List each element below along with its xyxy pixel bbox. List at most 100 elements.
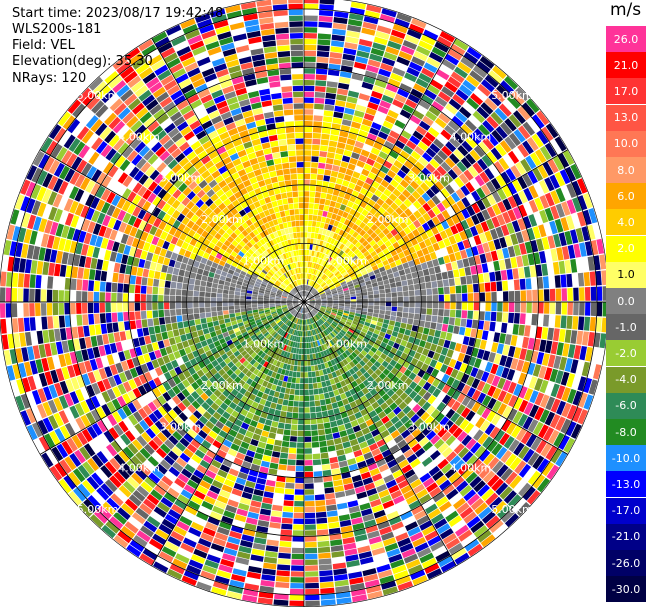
velocity-cell — [556, 247, 564, 261]
velocity-cell — [377, 411, 387, 420]
velocity-cell — [371, 428, 380, 437]
velocity-cell — [325, 398, 332, 405]
velocity-cell — [394, 276, 401, 283]
velocity-cell — [267, 335, 273, 341]
velocity-cell — [407, 423, 418, 434]
velocity-cell — [170, 309, 176, 316]
velocity-cell — [233, 271, 240, 277]
velocity-cell — [527, 337, 535, 350]
velocity-cell — [295, 477, 304, 484]
velocity-cell — [454, 66, 468, 79]
velocity-cell — [345, 341, 352, 347]
velocity-cell — [546, 464, 560, 480]
velocity-cell — [312, 138, 321, 145]
velocity-cell — [308, 305, 314, 309]
velocity-cell — [296, 324, 300, 331]
velocity-cell — [382, 211, 391, 219]
velocity-cell — [332, 117, 343, 125]
velocity-cell — [537, 164, 549, 179]
velocity-cell — [495, 482, 509, 496]
velocity-cell — [159, 248, 167, 257]
velocity-cell — [402, 334, 410, 342]
velocity-cell — [122, 446, 135, 459]
velocity-cell — [405, 341, 413, 349]
velocity-cell — [23, 288, 29, 302]
velocity-cell — [366, 4, 382, 13]
velocity-cell — [96, 259, 104, 270]
velocity-cell — [305, 313, 307, 319]
velocity-cell — [320, 273, 325, 279]
velocity-cell — [176, 315, 183, 323]
velocity-cell — [249, 560, 263, 568]
velocity-cell — [217, 526, 230, 536]
velocity-cell — [120, 233, 129, 245]
velocity-cell — [218, 319, 225, 325]
velocity-cell — [504, 258, 512, 270]
velocity-cell — [380, 62, 394, 72]
velocity-cell — [165, 471, 177, 482]
velocity-cell — [226, 339, 233, 346]
velocity-cell — [324, 362, 329, 369]
velocity-cell — [259, 466, 269, 474]
velocity-cell — [139, 464, 152, 476]
velocity-cell — [224, 479, 235, 488]
velocity-cell — [358, 320, 365, 325]
velocity-cell — [519, 348, 527, 361]
velocity-cell — [338, 229, 345, 236]
velocity-cell — [360, 331, 367, 337]
velocity-cell — [402, 516, 416, 526]
velocity-cell — [177, 382, 186, 392]
velocity-cell — [335, 147, 345, 155]
velocity-cell — [513, 313, 520, 324]
velocity-cell — [365, 107, 377, 116]
velocity-cell — [387, 40, 402, 50]
velocity-cell — [226, 385, 234, 393]
velocity-cell — [258, 306, 264, 310]
velocity-cell — [391, 521, 404, 531]
velocity-cell — [154, 246, 162, 255]
velocity-cell — [315, 406, 322, 413]
velocity-cell — [215, 269, 222, 275]
velocity-cell — [510, 257, 518, 269]
velocity-cell — [223, 510, 236, 519]
velocity-cell — [300, 331, 303, 337]
velocity-cell — [285, 345, 290, 352]
velocity-cell — [305, 588, 320, 595]
velocity-cell — [325, 217, 331, 224]
velocity-cell — [70, 303, 76, 315]
velocity-cell — [349, 261, 356, 268]
velocity-cell — [330, 545, 344, 552]
velocity-cell — [213, 389, 222, 398]
velocity-cell — [363, 325, 370, 331]
velocity-cell — [101, 524, 116, 539]
velocity-cell — [342, 537, 355, 545]
velocity-cell — [68, 491, 82, 506]
velocity-cell — [473, 145, 486, 158]
velocity-cell — [595, 317, 602, 332]
velocity-cell — [470, 520, 485, 534]
velocity-cell — [348, 182, 356, 190]
velocity-cell — [241, 311, 247, 316]
velocity-cell — [231, 336, 238, 343]
velocity-cell — [364, 432, 373, 441]
velocity-cell — [113, 262, 121, 273]
velocity-cell — [308, 209, 314, 215]
velocity-cell — [481, 383, 491, 395]
velocity-cell — [408, 336, 415, 344]
velocity-cell — [265, 289, 271, 293]
velocity-cell — [169, 302, 176, 309]
velocity-cell — [490, 311, 497, 322]
velocity-cell — [449, 439, 461, 451]
velocity-cell — [320, 363, 326, 370]
velocity-cell — [184, 326, 191, 334]
velocity-cell — [455, 371, 465, 381]
velocity-cell — [356, 416, 365, 425]
velocity-cell — [526, 98, 540, 113]
velocity-cell — [310, 232, 315, 239]
velocity-cell — [346, 96, 358, 104]
velocity-cell — [526, 302, 532, 313]
velocity-cell — [378, 285, 385, 290]
velocity-cell — [527, 419, 539, 433]
velocity-cell — [306, 285, 309, 291]
velocity-cell — [292, 536, 304, 542]
